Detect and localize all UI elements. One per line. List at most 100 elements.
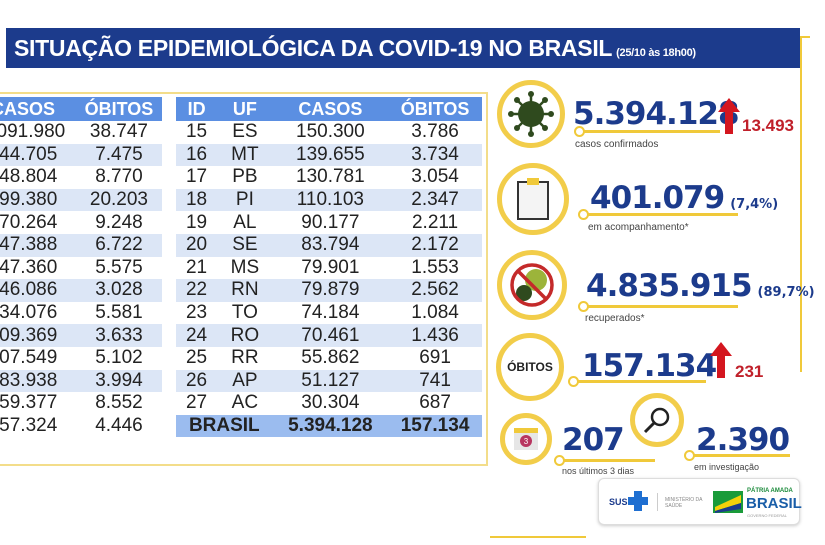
deaths-badge: ÓBITOS (496, 333, 564, 401)
table-cell: 1.084 (411, 302, 459, 324)
table-row: 18 PI 110.103 2.347 (176, 188, 482, 212)
table-cell: 16 (176, 143, 218, 167)
table-cell: 23 (185, 302, 208, 324)
table-cell: AP (217, 369, 273, 393)
table-cell: 74.184 (301, 302, 360, 324)
table-cell: 130.781 (296, 166, 365, 188)
table-row: 147.360 5.575 (0, 257, 162, 280)
sus-logo: SUS (609, 497, 628, 507)
table-cell: 17 (185, 166, 208, 188)
table-cell: AL (233, 211, 257, 233)
brasil-text: BRASIL (746, 495, 802, 512)
table-cell: 6.722 (75, 233, 162, 257)
states-table-left: CASOS ÓBITOS1.091.98038.747144.7057.4751… (0, 97, 162, 437)
table-cell: 1.091.980 (0, 121, 66, 143)
table-cell: 15 (185, 121, 208, 143)
table-cell: 9.248 (95, 211, 143, 233)
table-cell: 5.575 (95, 256, 143, 278)
table-row: 17 PB 130.781 3.054 (176, 166, 482, 189)
table-cell: 2.562 (388, 279, 482, 302)
table-cell: 3.734 (388, 143, 482, 167)
table-row: 157.324 4.446 (0, 415, 162, 438)
monitoring-label: em acompanhamento* (588, 222, 689, 233)
col-header: CASOS (272, 97, 389, 121)
table-row: 16 MT 139.655 3.734 (176, 143, 482, 167)
last3-value: 207 (562, 422, 625, 458)
table-row: 170.264 9.248 (0, 211, 162, 234)
table-cell: 21 (185, 256, 208, 278)
col-header: ID (176, 97, 218, 121)
underline-dot (554, 455, 565, 466)
underline-dot (578, 209, 589, 220)
table-cell: 157.324 (0, 415, 58, 437)
col-header: ÓBITOS (75, 97, 162, 121)
calendar-icon: 3 (500, 413, 552, 465)
table-row: 148.804 8.770 (0, 166, 162, 189)
total-cell: 5.394.128 (272, 414, 389, 438)
table-cell: 147.360 (0, 256, 58, 278)
table-cell: 691 (419, 347, 451, 369)
calendar-number: 3 (524, 437, 529, 446)
date-text: (25/10 às 18h00) (616, 47, 696, 59)
table-row: 23 TO 74.184 1.084 (176, 302, 482, 325)
confirmed-value: 5.394.128 (573, 96, 740, 132)
underline-dot (574, 126, 585, 137)
table-cell: RR (231, 347, 259, 369)
underline (584, 213, 738, 216)
frame-line (800, 36, 802, 372)
table-cell: 20 (176, 233, 218, 257)
table-row: 20 SE 83.794 2.172 (176, 233, 482, 257)
table-cell: AC (231, 392, 259, 414)
total-cell: 157.134 (388, 414, 482, 438)
table-cell: 183.938 (0, 369, 76, 393)
underline-dot (568, 376, 579, 387)
table-cell: 159.377 (0, 392, 58, 414)
monitoring-pct: (7,4%) (730, 197, 779, 212)
table-cell: 5.581 (95, 302, 143, 324)
recovered-value: 4.835.915 (89,7%) (586, 268, 815, 304)
underline (690, 454, 790, 457)
table-cell: 107.549 (0, 347, 58, 369)
investigation-label: em investigação (694, 462, 760, 472)
recovered-number: 4.835.915 (586, 268, 753, 304)
table-cell: 79.901 (301, 256, 360, 278)
deaths-increase: 231 (735, 362, 764, 381)
table-row: 107.549 5.102 (0, 347, 162, 370)
table-cell: 1.436 (388, 324, 482, 347)
underline (584, 305, 738, 308)
table-cell: 8.552 (95, 392, 143, 414)
table-cell: 144.705 (0, 143, 76, 167)
table-cell: 22 (176, 279, 218, 302)
table-cell: 18 (176, 188, 218, 212)
table-cell: PI (217, 188, 273, 212)
col-header: ÓBITOS (388, 97, 482, 121)
table-cell: 83.794 (272, 233, 389, 257)
table-row: 26 AP 51.127 741 (176, 369, 482, 393)
last3-label: nos últimos 3 dias (562, 466, 635, 476)
magnifier-icon (630, 393, 684, 447)
patria-text: PÁTRIA AMADA (747, 488, 793, 494)
table-cell: TO (231, 302, 258, 324)
frame-line (800, 36, 810, 38)
table-cell: 148.804 (0, 166, 58, 188)
table-row: 21 MS 79.901 1.553 (176, 257, 482, 280)
total-cell: BRASIL (176, 414, 273, 438)
table-cell: 199.380 (0, 188, 76, 212)
underline-dot (578, 301, 589, 312)
table-cell: 741 (388, 369, 482, 393)
cross-icon (628, 491, 648, 511)
table-cell: 90.177 (301, 211, 360, 233)
table-row: 22 RN 79.879 2.562 (176, 279, 482, 302)
table-cell: 3.054 (411, 166, 459, 188)
monitoring-value: 401.079 (7,4%) (590, 180, 778, 216)
recovered-pct: (89,7%) (757, 285, 815, 300)
table-cell: 70.461 (272, 324, 389, 347)
table-cell: 170.264 (0, 211, 58, 233)
table-cell: 20.203 (75, 188, 162, 212)
table-cell: 30.304 (301, 392, 360, 414)
col-header: CASOS (0, 97, 76, 121)
deaths-value: 157.134 (582, 348, 717, 384)
